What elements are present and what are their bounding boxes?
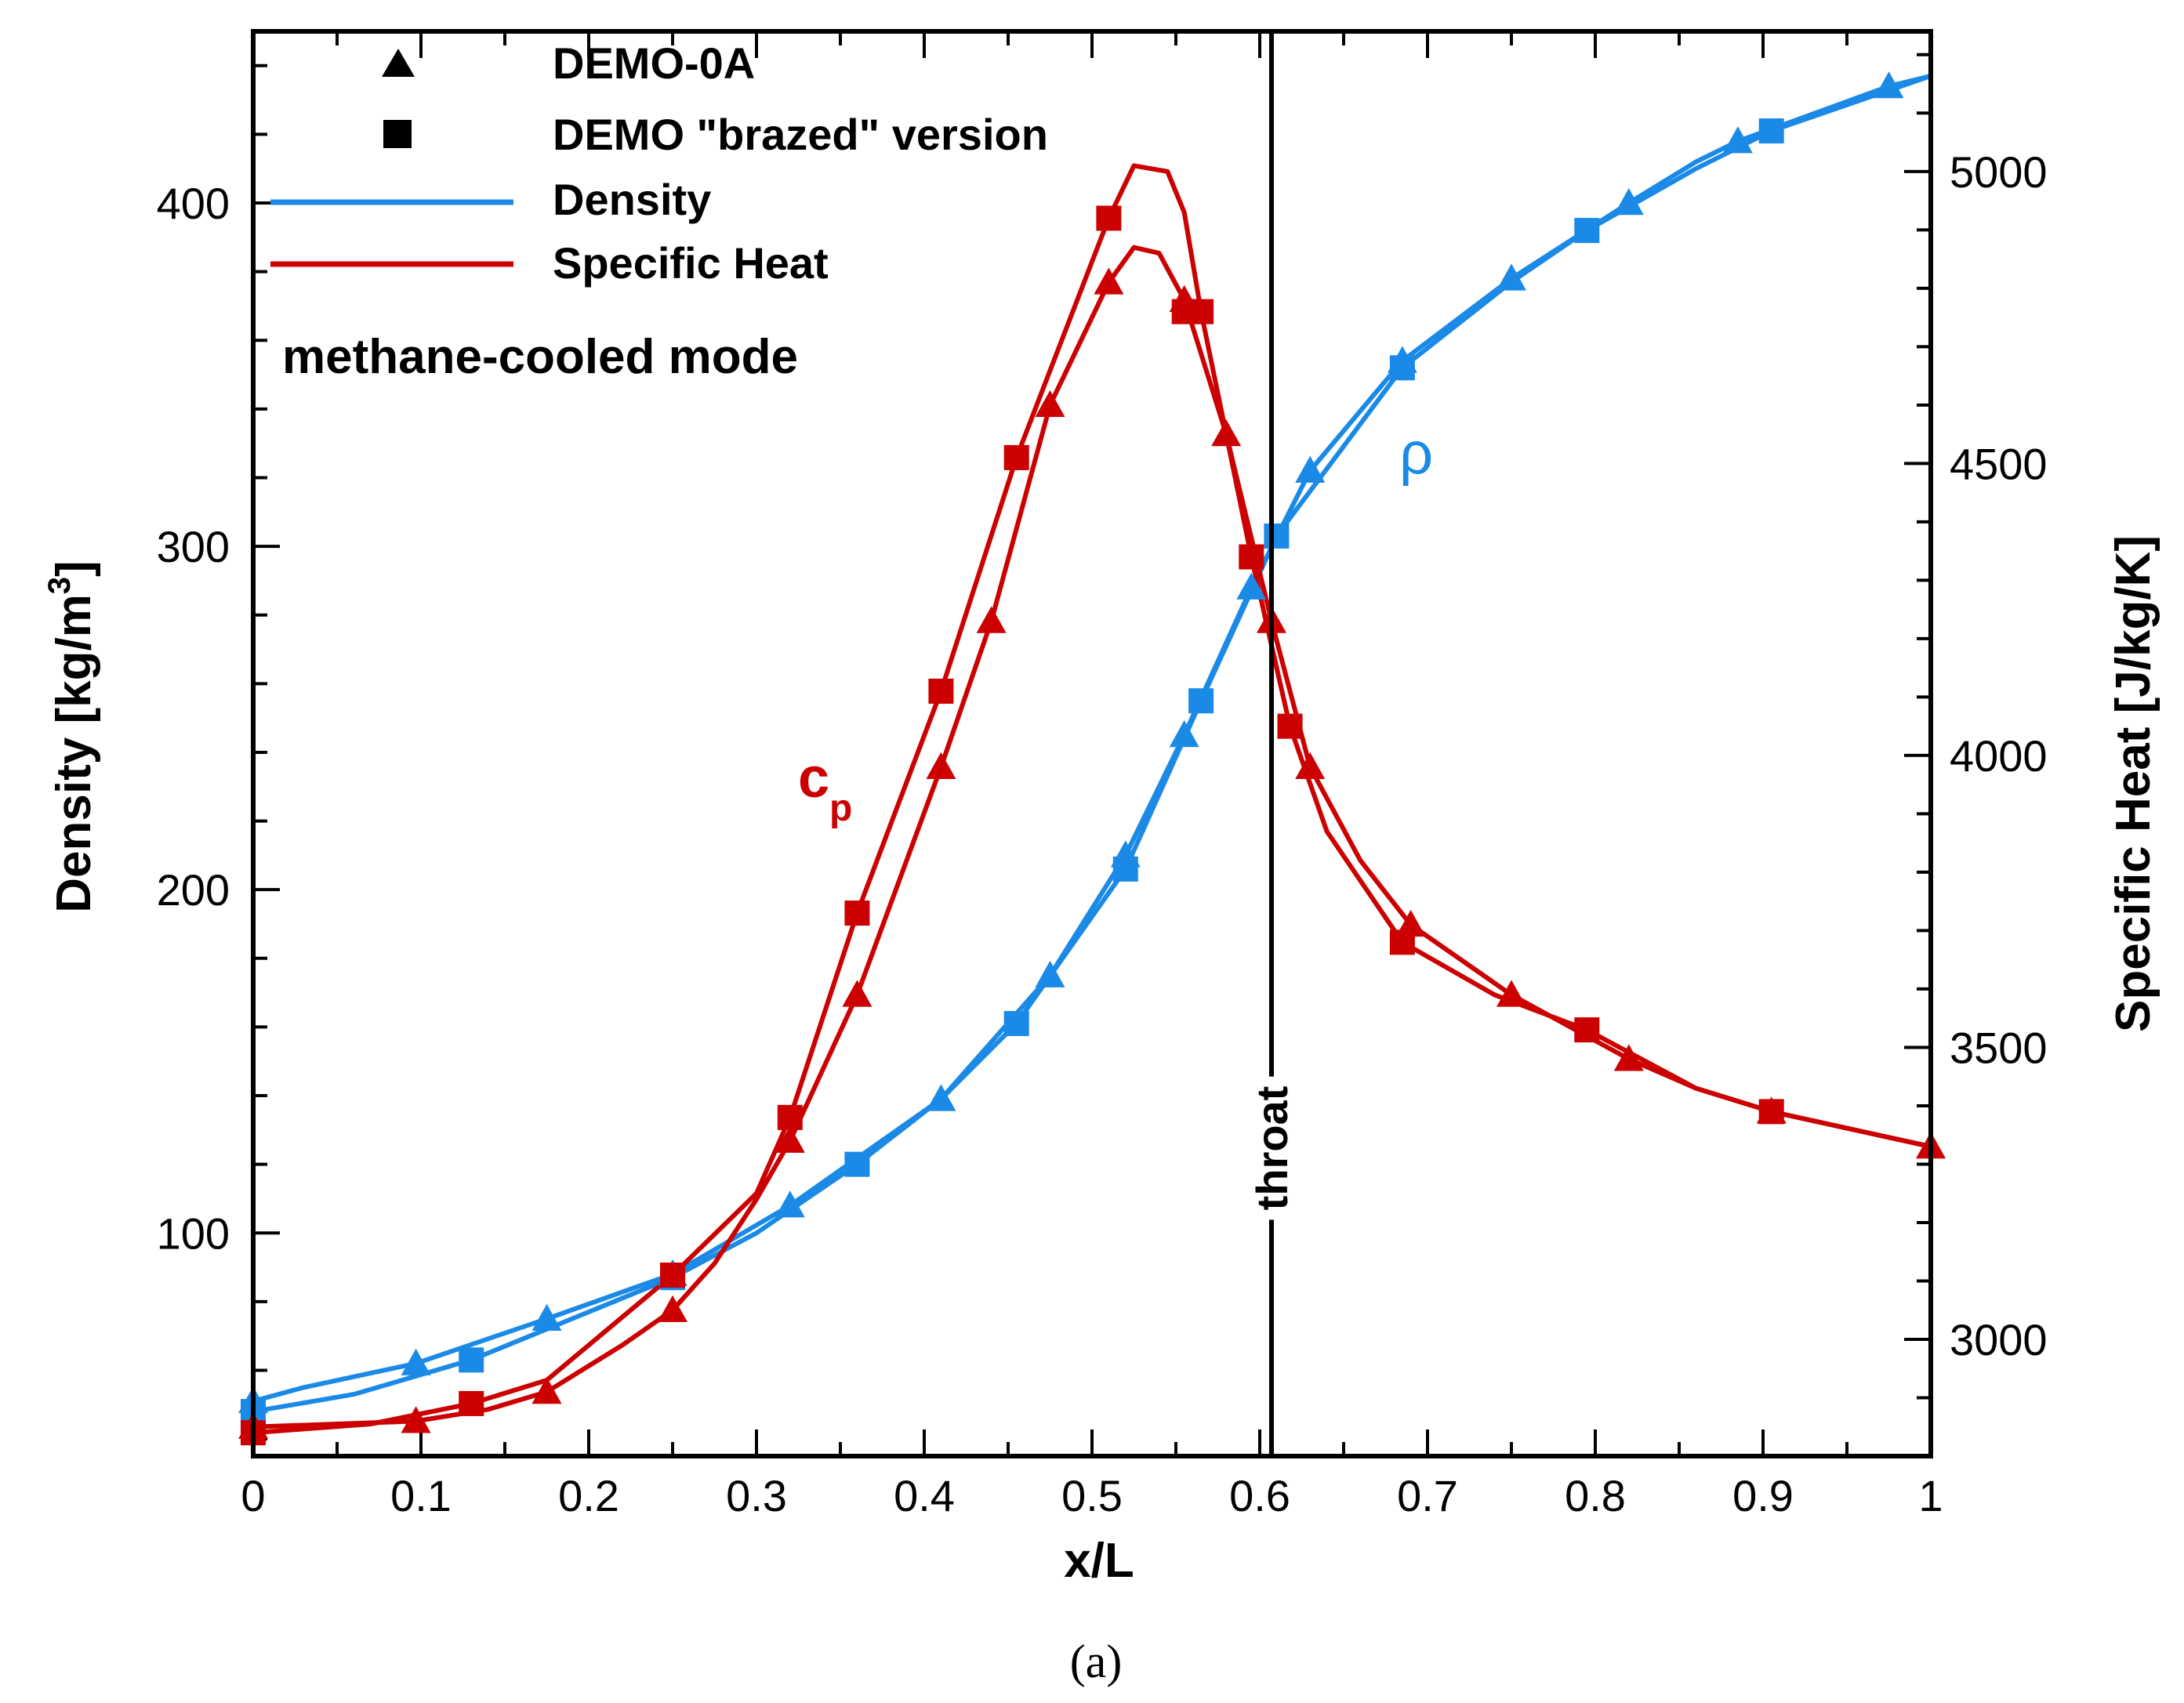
data-point-triangle-specific_heat: [401, 1406, 431, 1433]
data-point-square-specific_heat: [844, 900, 870, 926]
data-point-triangle-density: [1497, 263, 1526, 291]
data-point-triangle-specific_heat: [658, 1295, 687, 1322]
data-point-square-specific_heat: [459, 1390, 484, 1416]
axis-ticks-layer: [252, 31, 1932, 1458]
y-right-tick-label: 4000: [1950, 731, 2048, 781]
data-point-square-specific_heat: [660, 1263, 685, 1288]
data-point-triangle-specific_heat: [926, 752, 956, 780]
x-tick-label: 1: [1918, 1471, 1943, 1520]
data-point-triangle-density: [1169, 720, 1199, 748]
x-tick-label: 0.1: [390, 1471, 452, 1520]
y-right-tick-label: 5000: [1950, 147, 2048, 197]
y-left-title-sup: 3: [42, 577, 77, 594]
y-left-axis-title: Density [kg/m3]: [42, 560, 101, 912]
data-point-triangle-specific_heat: [775, 1125, 805, 1153]
data-point-square-specific_heat: [1277, 713, 1303, 739]
data-point-triangle-specific_heat: [842, 980, 873, 1007]
data-point-triangle-density: [401, 1348, 431, 1375]
data-point-square-density: [1112, 856, 1138, 882]
series-line-density-square: [252, 74, 1932, 1415]
x-tick-label: 0.6: [1229, 1471, 1290, 1520]
y-right-axis-title: Specific Heat [J/kg/K]: [2106, 535, 2160, 1032]
y-right-tick-label: 3000: [1950, 1315, 2048, 1364]
x-tick-label: 0.7: [1397, 1471, 1458, 1520]
y-left-tick-label: 400: [157, 179, 230, 228]
y-left-title-end: ]: [47, 560, 101, 577]
x-tick-label: 0.5: [1061, 1471, 1123, 1520]
legend-triangle-marker: [382, 49, 415, 77]
data-point-square-specific_heat: [1003, 444, 1029, 470]
data-point-triangle-density: [775, 1190, 805, 1218]
legend: DEMO-0A DEMO "brazed" version Density Sp…: [270, 38, 1048, 288]
data-point-square-specific_heat: [1389, 929, 1415, 955]
y-right-tick-label: 3500: [1950, 1023, 2048, 1072]
data-point-square-density: [1264, 523, 1290, 549]
data-point-triangle-specific_heat: [1035, 390, 1065, 418]
data-point-square-density: [459, 1347, 484, 1373]
tick-label-layer: 0 0.1 0.2 0.3 0.4 0.5 0.6 0.7 0.8 0.9 1 100 200 300 40…: [157, 147, 2048, 1520]
cp-annotation: cp: [798, 747, 852, 829]
legend-label-demo-brazed: DEMO "brazed" version: [553, 110, 1048, 159]
y-right-tick-label: 4500: [1950, 439, 2048, 488]
data-point-square-specific_heat: [1096, 205, 1122, 231]
x-tick-label: 0.3: [726, 1471, 787, 1520]
x-tick-label: 0: [241, 1471, 265, 1520]
data-point-triangle-density: [926, 1084, 956, 1111]
legend-label-demo-0a: DEMO-0A: [553, 38, 755, 88]
plot-frame: [251, 29, 1933, 1458]
series-layer: [252, 73, 1932, 1436]
x-tick-label: 0.4: [894, 1471, 955, 1520]
x-tick-label: 0.9: [1732, 1471, 1794, 1520]
data-point-square-density: [1188, 688, 1214, 714]
data-point-square-specific_heat: [1239, 544, 1264, 570]
legend-label-specific-heat: Specific Heat: [553, 238, 829, 288]
data-point-triangle-specific_heat: [976, 606, 1007, 633]
data-point-triangle-density: [1035, 960, 1065, 987]
throat-label: throat: [1247, 1086, 1297, 1211]
data-point-triangle-density: [1295, 455, 1326, 483]
data-point-square-density: [1574, 218, 1600, 244]
data-point-square-specific_heat: [1758, 1099, 1784, 1125]
data-point-triangle-density: [531, 1303, 562, 1331]
data-point-triangle-specific_heat: [1497, 980, 1526, 1007]
data-point-square-density: [844, 1151, 870, 1177]
data-point-triangle-density: [1236, 572, 1267, 600]
data-point-triangle-specific_heat: [531, 1377, 562, 1404]
data-point-square-density: [1389, 355, 1415, 381]
cp-annotation-sub: p: [829, 788, 852, 829]
legend-label-density: Density: [553, 175, 711, 224]
data-point-triangle-density: [1874, 71, 1904, 99]
mode-label: methane-cooled mode: [282, 330, 798, 384]
rho-annotation: ρ: [1399, 420, 1433, 487]
data-point-triangle-specific_heat: [1295, 752, 1326, 780]
data-point-square-density: [1003, 1011, 1029, 1037]
y-left-title-main: Density [kg/m: [47, 594, 101, 913]
data-point-triangle-specific_heat: [1613, 1044, 1644, 1071]
data-point-triangle-specific_heat: [1211, 419, 1242, 447]
y-left-tick-label: 300: [157, 522, 230, 571]
x-tick-label: 0.8: [1565, 1471, 1626, 1520]
data-point-square-specific_heat: [928, 678, 954, 704]
data-point-square-specific_heat: [1188, 299, 1214, 324]
marker-layer: [238, 71, 1946, 1446]
x-tick-label: 0.2: [558, 1471, 619, 1520]
data-point-square-specific_heat: [1574, 1017, 1600, 1043]
y-left-tick-label: 100: [157, 1208, 230, 1258]
data-point-square-density: [1758, 118, 1784, 144]
data-point-triangle-density: [1722, 126, 1753, 154]
data-point-triangle-density: [1613, 188, 1644, 216]
y-left-tick-label: 200: [157, 865, 230, 915]
figure-caption: (a): [1070, 1636, 1123, 1687]
data-point-square-specific_heat: [777, 1104, 803, 1130]
legend-square-marker: [383, 120, 412, 148]
throat-label-background: [1244, 1076, 1298, 1220]
cp-annotation-main: c: [798, 747, 829, 810]
series-line-density-triangle: [252, 73, 1932, 1404]
series-line-specific_heat-triangle: [252, 245, 1932, 1429]
x-axis-title: x/L: [1064, 1534, 1134, 1588]
data-point-triangle-specific_heat: [1094, 267, 1124, 295]
